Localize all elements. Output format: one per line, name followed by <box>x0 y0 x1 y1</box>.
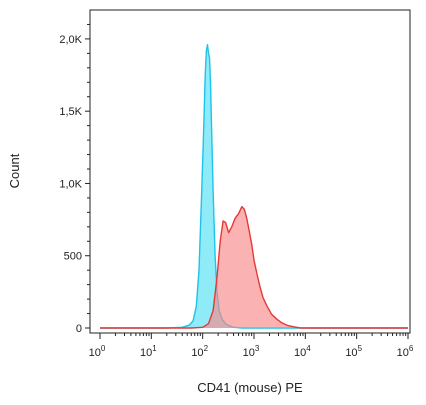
y-tick-label: 1,5K <box>59 106 82 118</box>
y-axis-title: Count <box>7 153 22 188</box>
y-tick-label: 500 <box>64 251 82 263</box>
y-tick-label: 2,0K <box>59 34 82 46</box>
x-axis-title: CD41 (mouse) PE <box>197 380 303 395</box>
axis-layer: 0 500 1,0K 1,5K 2,0K 100 101 102 103 104 105 106 <box>59 23 414 359</box>
x-tick-label: 100 <box>89 344 106 359</box>
x-tick-label: 106 <box>397 344 414 359</box>
y-tick-label: 1,0K <box>59 178 82 190</box>
plot-frame <box>89 9 411 334</box>
series-2-line <box>100 205 408 329</box>
y-tick-label: 0 <box>76 323 82 335</box>
x-tick-label: 103 <box>243 344 260 359</box>
x-tick-label: 104 <box>294 344 311 359</box>
x-tick-label: 101 <box>140 344 157 359</box>
series-layer <box>100 44 408 329</box>
x-tick-label: 105 <box>345 344 362 359</box>
x-tick-label: 102 <box>191 344 208 359</box>
series-2-area <box>100 206 408 328</box>
